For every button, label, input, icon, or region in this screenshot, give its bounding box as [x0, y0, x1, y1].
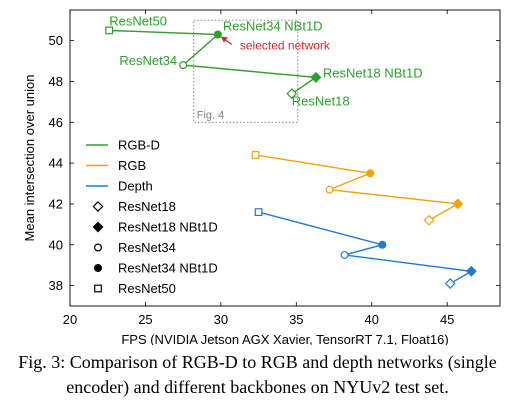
legend-marker-resnet34: [93, 243, 102, 252]
plot-frame: [69, 9, 501, 307]
legend-label-resnet18: ResNet18: [118, 199, 176, 214]
y-tick-label: 44: [49, 156, 63, 171]
legend-label-depth: Depth: [118, 179, 153, 194]
y-axis-label: Mean intersection over union: [22, 75, 37, 242]
legend-label-resnet34: ResNet34: [118, 240, 176, 255]
series-line-rgb: [255, 154, 460, 221]
point-rgb-resnet50: [251, 151, 260, 159]
point-label-resnet18: ResNet18: [292, 94, 350, 109]
point-rgb-resnet18-nbt1d: [452, 198, 464, 210]
point-label-resnet50: ResNet50: [109, 13, 167, 28]
selected-network-label: selected network: [240, 38, 331, 52]
point-depth-resnet34: [340, 250, 349, 259]
point-label-resnet34: ResNet34: [119, 53, 177, 68]
point-depth-resnet50: [254, 208, 263, 216]
x-tick-label: 40: [365, 312, 379, 327]
fig4-label: Fig. 4: [197, 109, 225, 121]
point-rgb-resnet34: [325, 185, 334, 194]
legend-marker-resnet34-nbt1d: [93, 264, 102, 273]
plot-layer: 20 25 30 35 40 45 38 40 42 44 46 48 50 FPS (NVIDIA Je…: [22, 9, 501, 345]
x-tick-label: 45: [440, 312, 454, 327]
chart: 20 25 30 35 40 45 38 40 42 44 46 48 50 FPS (NVIDIA Je…: [22, 9, 501, 345]
x-tick-label: 25: [138, 312, 152, 327]
x-tick-label: 30: [214, 312, 228, 327]
y-tick-label: 42: [49, 196, 63, 211]
figure-caption: Fig. 3: Comparison of RGB-D to RGB and d…: [18, 352, 497, 397]
point-rgb-resnet34-nbt1d: [366, 169, 375, 178]
legend-label-rgb-d: RGB-D: [118, 138, 160, 153]
fig4-zoom-box: [193, 19, 299, 123]
legend-label-resnet34-nbt1d: ResNet34 NBt1D: [118, 261, 218, 276]
x-axis-label: FPS (NVIDIA Jetson AGX Xavier, TensorRT …: [121, 332, 448, 345]
point-rgb-d-resnet18-nbt1d: [310, 71, 322, 83]
point-rgb-resnet18: [423, 214, 435, 226]
point-depth-resnet18-nbt1d: [465, 265, 477, 277]
point-label-resnet34-nbt1d: ResNet34 NBt1D: [223, 18, 323, 33]
y-tick-label: 48: [49, 74, 63, 89]
y-tick-label: 50: [49, 33, 63, 48]
legend-marker-resnet18-nbt1d: [92, 221, 104, 233]
point-rgb-d-resnet34: [179, 61, 188, 70]
legend-marker-resnet50: [94, 284, 102, 293]
legend-label-resnet50: ResNet50: [118, 281, 176, 296]
point-rgb-d-resnet18: [286, 88, 298, 100]
point-rgb-d-resnet34-nbt1d: [213, 30, 222, 39]
legend-label-resnet18-nbt1d: ResNet18 NBt1D: [118, 220, 218, 235]
x-tick-label: 35: [289, 312, 303, 327]
y-tick-label: 46: [49, 115, 63, 130]
legend-label-rgb: RGB: [118, 158, 146, 173]
series-line-depth: [258, 211, 474, 285]
legend-marker-resnet18: [92, 201, 104, 212]
selected-arrow-head: [220, 36, 228, 43]
x-tick-label: 20: [63, 312, 77, 327]
y-tick-label: 38: [49, 278, 63, 293]
point-depth-resnet34-nbt1d: [378, 240, 387, 249]
y-tick-label: 40: [49, 237, 63, 252]
point-depth-resnet18: [444, 278, 456, 289]
point-label-resnet18-nbt1d: ResNet18 NBt1D: [323, 65, 423, 80]
point-rgb-d-resnet50: [105, 26, 114, 35]
